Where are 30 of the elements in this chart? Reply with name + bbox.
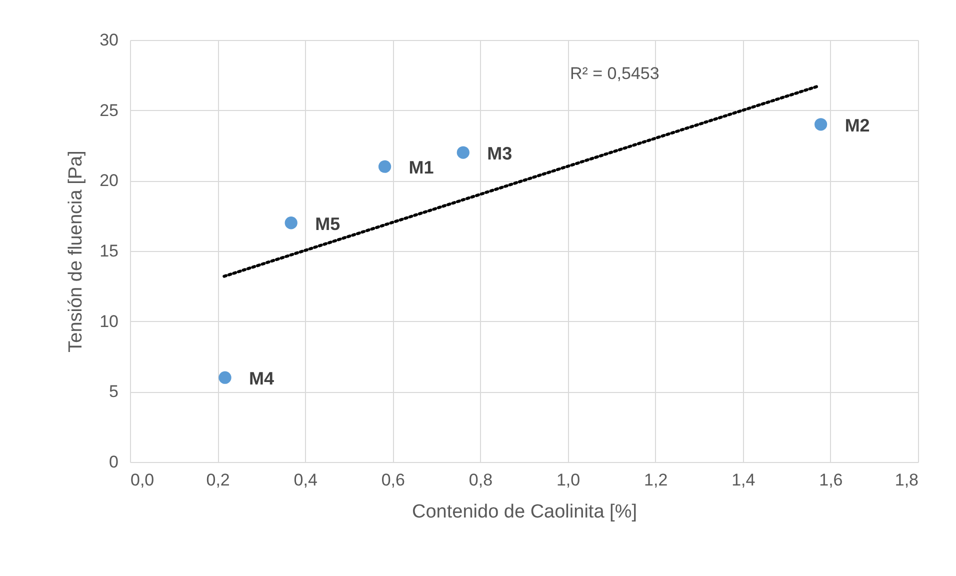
x-tick-label: 0,0 bbox=[130, 470, 154, 490]
point bbox=[456, 146, 470, 159]
annotation: R² = 0,5453 bbox=[570, 64, 660, 83]
y-tick-label: 5 bbox=[109, 382, 118, 402]
annotation: M1 bbox=[408, 158, 434, 178]
y-axis-title: Tensión de fluencia [Pa] bbox=[66, 150, 87, 352]
point bbox=[284, 216, 298, 230]
y-tick-label: 30 bbox=[100, 30, 118, 50]
annotation: M4 bbox=[249, 368, 274, 389]
y-tick-label: 0 bbox=[109, 452, 118, 472]
x-tick-label: 0,8 bbox=[468, 470, 493, 490]
x-tick-label: 0,4 bbox=[294, 470, 318, 490]
y-tick-label: 15 bbox=[100, 242, 118, 260]
x-tick-label: 1,4 bbox=[732, 470, 756, 490]
point bbox=[218, 371, 232, 384]
x-tick-label: 0,6 bbox=[381, 470, 405, 490]
annotation: M2 bbox=[844, 115, 870, 136]
point bbox=[378, 160, 392, 173]
x-tick-label: 1,2 bbox=[644, 470, 668, 490]
annotation: M3 bbox=[487, 144, 512, 164]
x-tick-label: 0,2 bbox=[206, 470, 230, 490]
y-tick-label: 25 bbox=[100, 100, 118, 120]
x-tick-label: 1,8 bbox=[894, 470, 918, 490]
y-tick-label: 20 bbox=[100, 171, 118, 190]
point bbox=[814, 118, 828, 131]
x-tick-label: 1,0 bbox=[556, 470, 580, 490]
y-tick-label: 10 bbox=[100, 312, 118, 331]
annotation: M5 bbox=[315, 214, 340, 234]
x-tick-label: 1,6 bbox=[819, 470, 843, 490]
x-axis-title: Contenido de Caolinita [%] bbox=[412, 502, 637, 522]
